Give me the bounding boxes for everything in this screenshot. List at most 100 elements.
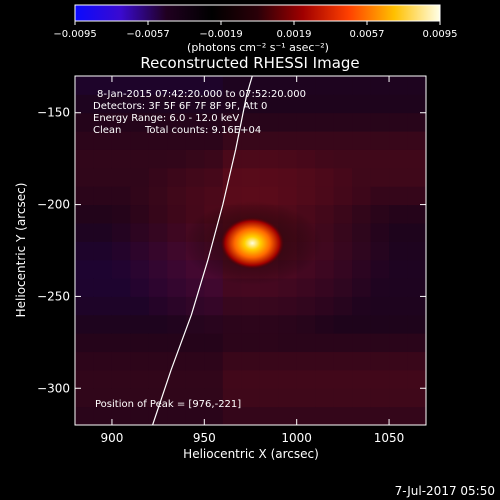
pixel-tile	[370, 351, 390, 371]
counts-label: Total counts: 9.16E+04	[144, 125, 261, 136]
pixel-tile	[75, 278, 94, 297]
pixel-tile	[389, 76, 409, 95]
pixel-tile	[259, 76, 279, 95]
colorbar-tick-label: 0.0019	[277, 29, 312, 40]
pixel-tile	[389, 149, 409, 169]
pixel-tile	[167, 149, 187, 169]
pixel-tile	[75, 314, 94, 334]
pixel-tile	[222, 94, 242, 114]
pixel-tile	[407, 76, 426, 95]
pixel-tile	[167, 186, 187, 206]
pixel-tile	[148, 204, 168, 224]
pixel-tile	[315, 186, 335, 206]
chart-title: Reconstructed RHESSI Image	[140, 54, 359, 72]
y-axis-label: Heliocentric Y (arcsec)	[14, 183, 28, 318]
pixel-tile	[167, 406, 187, 425]
pixel-tile	[75, 259, 94, 279]
pixel-tile	[389, 112, 409, 132]
pixel-tile	[352, 314, 372, 334]
pixel-tile	[389, 241, 409, 261]
pixel-tile	[259, 333, 279, 353]
pixel-tile	[111, 222, 131, 242]
pixel-tile	[370, 388, 390, 408]
pixel-tile	[241, 131, 261, 150]
pixel-tile	[111, 241, 131, 261]
pixel-tile	[93, 131, 113, 150]
pixel-tile	[185, 76, 205, 95]
pixel-tile	[148, 296, 168, 316]
colorbar-unit: (photons cm⁻² s⁻¹ asec⁻²)	[187, 41, 329, 54]
pixel-tile	[370, 149, 390, 169]
x-tick-label: 1000	[281, 431, 312, 445]
pixel-tile	[407, 241, 426, 261]
pixel-tile	[389, 296, 409, 316]
pixel-tile	[296, 333, 316, 353]
pixel-tile	[93, 204, 113, 224]
pixel-tile	[75, 296, 94, 316]
pixel-tile	[315, 76, 335, 95]
pixel-tile	[407, 167, 426, 187]
pixel-tile	[389, 369, 409, 389]
pixel-tile	[278, 112, 298, 132]
pixel-tile	[407, 204, 426, 224]
pixel-tile	[296, 388, 316, 408]
pixel-tile	[93, 406, 113, 425]
pixel-tile	[278, 351, 298, 371]
colorbar-tick-label: −0.0057	[126, 29, 169, 40]
pixel-tile	[185, 167, 205, 187]
pixel-tile	[333, 406, 353, 425]
pixel-tile	[389, 278, 409, 297]
pixel-tile	[167, 112, 187, 132]
pixel-tile	[130, 406, 150, 425]
pixel-tile	[315, 388, 335, 408]
pixel-tile	[204, 94, 224, 114]
pixel-tile	[259, 369, 279, 389]
pixel-tile	[185, 186, 205, 206]
pixel-tile	[75, 112, 94, 132]
pixel-tile	[167, 296, 187, 316]
x-tick-label: 900	[100, 431, 123, 445]
pixel-tile	[167, 314, 187, 334]
pixel-tile	[167, 131, 187, 150]
pixel-tile	[389, 333, 409, 353]
pixel-tile	[296, 351, 316, 371]
pixel-tile	[167, 167, 187, 187]
pixel-tile	[75, 241, 94, 261]
peak-source	[220, 217, 285, 270]
x-tick-label: 950	[193, 431, 216, 445]
pixel-tile	[185, 351, 205, 371]
pixel-tile	[130, 351, 150, 371]
pixel-tile	[389, 406, 409, 425]
pixel-tile	[407, 222, 426, 242]
pixel-tile	[111, 278, 131, 297]
pixel-tile	[333, 94, 353, 114]
pixel-tile	[352, 296, 372, 316]
pixel-tile	[93, 112, 113, 132]
pixel-tile	[222, 369, 242, 389]
pixel-tile	[111, 76, 131, 95]
detectors-label: Detectors: 3F 5F 6F 7F 8F 9F, Att 0	[93, 101, 267, 112]
pixel-tile	[75, 222, 94, 242]
pixel-tile	[315, 278, 335, 297]
pixel-tile	[111, 131, 131, 150]
pixel-tile	[185, 369, 205, 389]
pixel-tile	[352, 76, 372, 95]
pixel-tile	[130, 314, 150, 334]
pixel-tile	[296, 296, 316, 316]
pixel-tile	[185, 333, 205, 353]
pixel-tile	[352, 259, 372, 279]
pixel-tile	[278, 314, 298, 334]
pixel-tile	[370, 112, 390, 132]
pixel-tile	[352, 131, 372, 150]
pixel-tile	[407, 131, 426, 150]
pixel-tile	[111, 112, 131, 132]
colorbar: −0.0095 −0.0057 −0.0019 0.0019 0.0057 0.0095 …	[53, 4, 458, 54]
pixel-tile	[241, 296, 261, 316]
pixel-tile	[389, 186, 409, 206]
pixel-tile	[370, 406, 390, 425]
pixel-tile	[148, 76, 168, 95]
pixel-tile	[241, 112, 261, 132]
pixel-tile	[148, 149, 168, 169]
pixel-tile	[75, 149, 94, 169]
pixel-tile	[93, 369, 113, 389]
